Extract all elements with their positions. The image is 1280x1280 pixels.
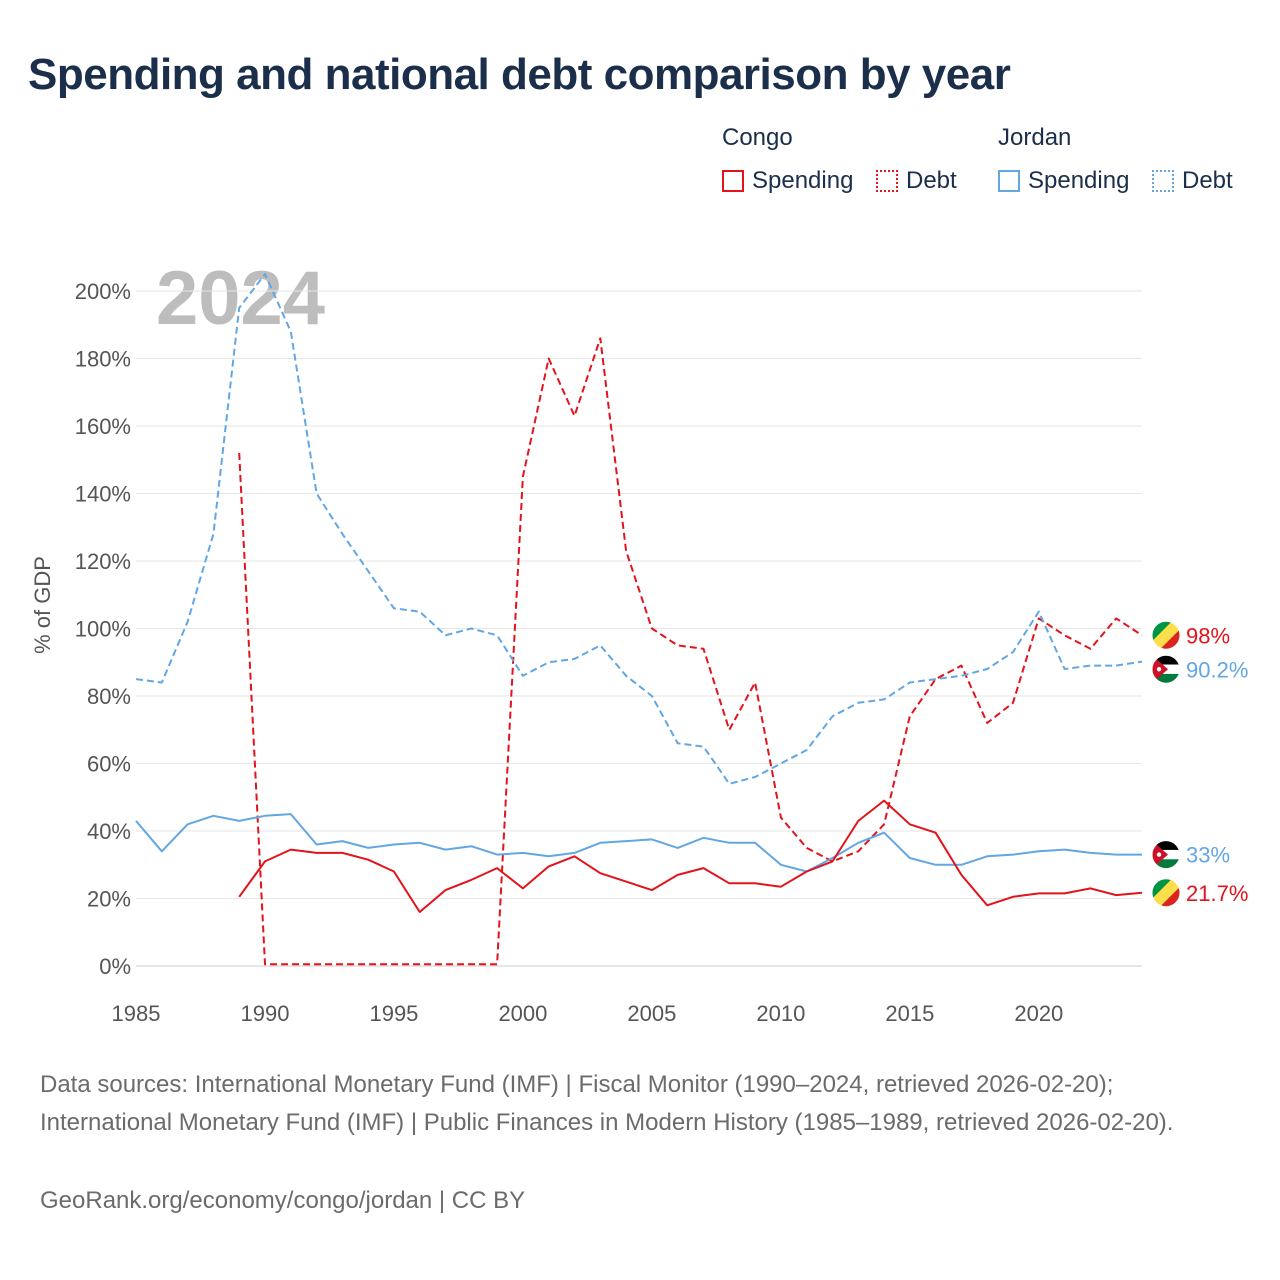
congo-flag-icon	[1152, 621, 1180, 650]
legend-label: Spending	[1028, 167, 1130, 194]
legend-item-congo-debt[interactable]: Debt	[876, 166, 957, 196]
flag-ring	[1151, 620, 1181, 650]
legend-swatch-dotted-icon	[1152, 170, 1174, 192]
x-tick-label: 2020	[1014, 1001, 1063, 1026]
flag-ring	[1151, 878, 1181, 908]
legend-group-jordan: Jordan	[998, 124, 1072, 151]
y-tick-label: 0%	[99, 954, 131, 979]
legend-label: Debt	[1182, 167, 1233, 194]
legend-item-congo-spending[interactable]: Spending	[722, 166, 853, 196]
x-tick-label: 1990	[240, 1001, 289, 1026]
series-line-jordan-spending[interactable]	[135, 813, 1142, 873]
x-tick-label: 1985	[112, 1001, 161, 1026]
y-tick-label: 60%	[87, 752, 131, 777]
y-tick-label: 160%	[75, 414, 131, 439]
y-tick-label: 180%	[75, 347, 131, 372]
line-chart: 2024 0% 20% 40% 60% 80% 100% 120% 140% 160% 180% 2…	[30, 256, 1248, 1026]
legend-group-congo: Congo	[722, 124, 793, 151]
end-value-label: 90.2%	[1186, 657, 1248, 682]
flag-ring	[1151, 840, 1181, 870]
end-value-label: 21.7%	[1186, 881, 1248, 906]
page-title: Spending and national debt comparison by…	[28, 50, 1011, 99]
legend-swatch-dotted-icon	[876, 170, 898, 192]
grid-layer	[136, 290, 1142, 967]
attribution: GeoRank.org/economy/congo/jordan | CC BY	[40, 1187, 526, 1214]
axis-layer: 0% 20% 40% 60% 80% 100% 120% 140% 160% 180% 200% 19…	[75, 279, 1142, 1026]
legend-label: Debt	[906, 167, 957, 194]
end-value-label: 33%	[1186, 843, 1230, 868]
y-tick-label: 200%	[75, 279, 131, 304]
x-tick-label: 2000	[498, 1001, 547, 1026]
legend-swatch-solid-icon	[998, 170, 1020, 192]
legend-swatch-solid-icon	[722, 170, 744, 192]
y-tick-label: 40%	[87, 819, 131, 844]
end-value-label: 98%	[1186, 623, 1230, 648]
x-tick-label: 2005	[627, 1001, 676, 1026]
y-tick-label: 140%	[75, 482, 131, 507]
series-line-congo-debt[interactable]	[238, 337, 1143, 966]
series-line-jordan-debt[interactable]	[135, 273, 1143, 785]
series-line-congo-spending[interactable]	[238, 799, 1143, 913]
y-tick-label: 80%	[87, 684, 131, 709]
legend-label: Spending	[752, 167, 854, 194]
end-label-layer: 98% 90.2% 33% 21.7%	[1151, 620, 1248, 908]
legend-item-jordan-spending[interactable]: Spending	[998, 166, 1129, 196]
x-tick-label: 1995	[369, 1001, 418, 1026]
x-tick-label: 2010	[756, 1001, 805, 1026]
x-tick-label: 2015	[885, 1001, 934, 1026]
legend-item-jordan-debt[interactable]: Debt	[1152, 166, 1233, 196]
series-layer	[135, 273, 1143, 966]
flag-ring	[1151, 654, 1181, 684]
y-axis-label: % of GDP	[30, 556, 55, 654]
jordan-flag-icon	[1152, 840, 1180, 869]
y-tick-label: 20%	[87, 887, 131, 912]
source-note: Data sources: International Monetary Fun…	[40, 1071, 1174, 1136]
y-tick-label: 100%	[75, 617, 131, 642]
year-watermark: 2024	[156, 256, 325, 341]
jordan-flag-icon	[1152, 655, 1180, 684]
congo-flag-icon	[1152, 878, 1180, 907]
y-tick-label: 120%	[75, 549, 131, 574]
